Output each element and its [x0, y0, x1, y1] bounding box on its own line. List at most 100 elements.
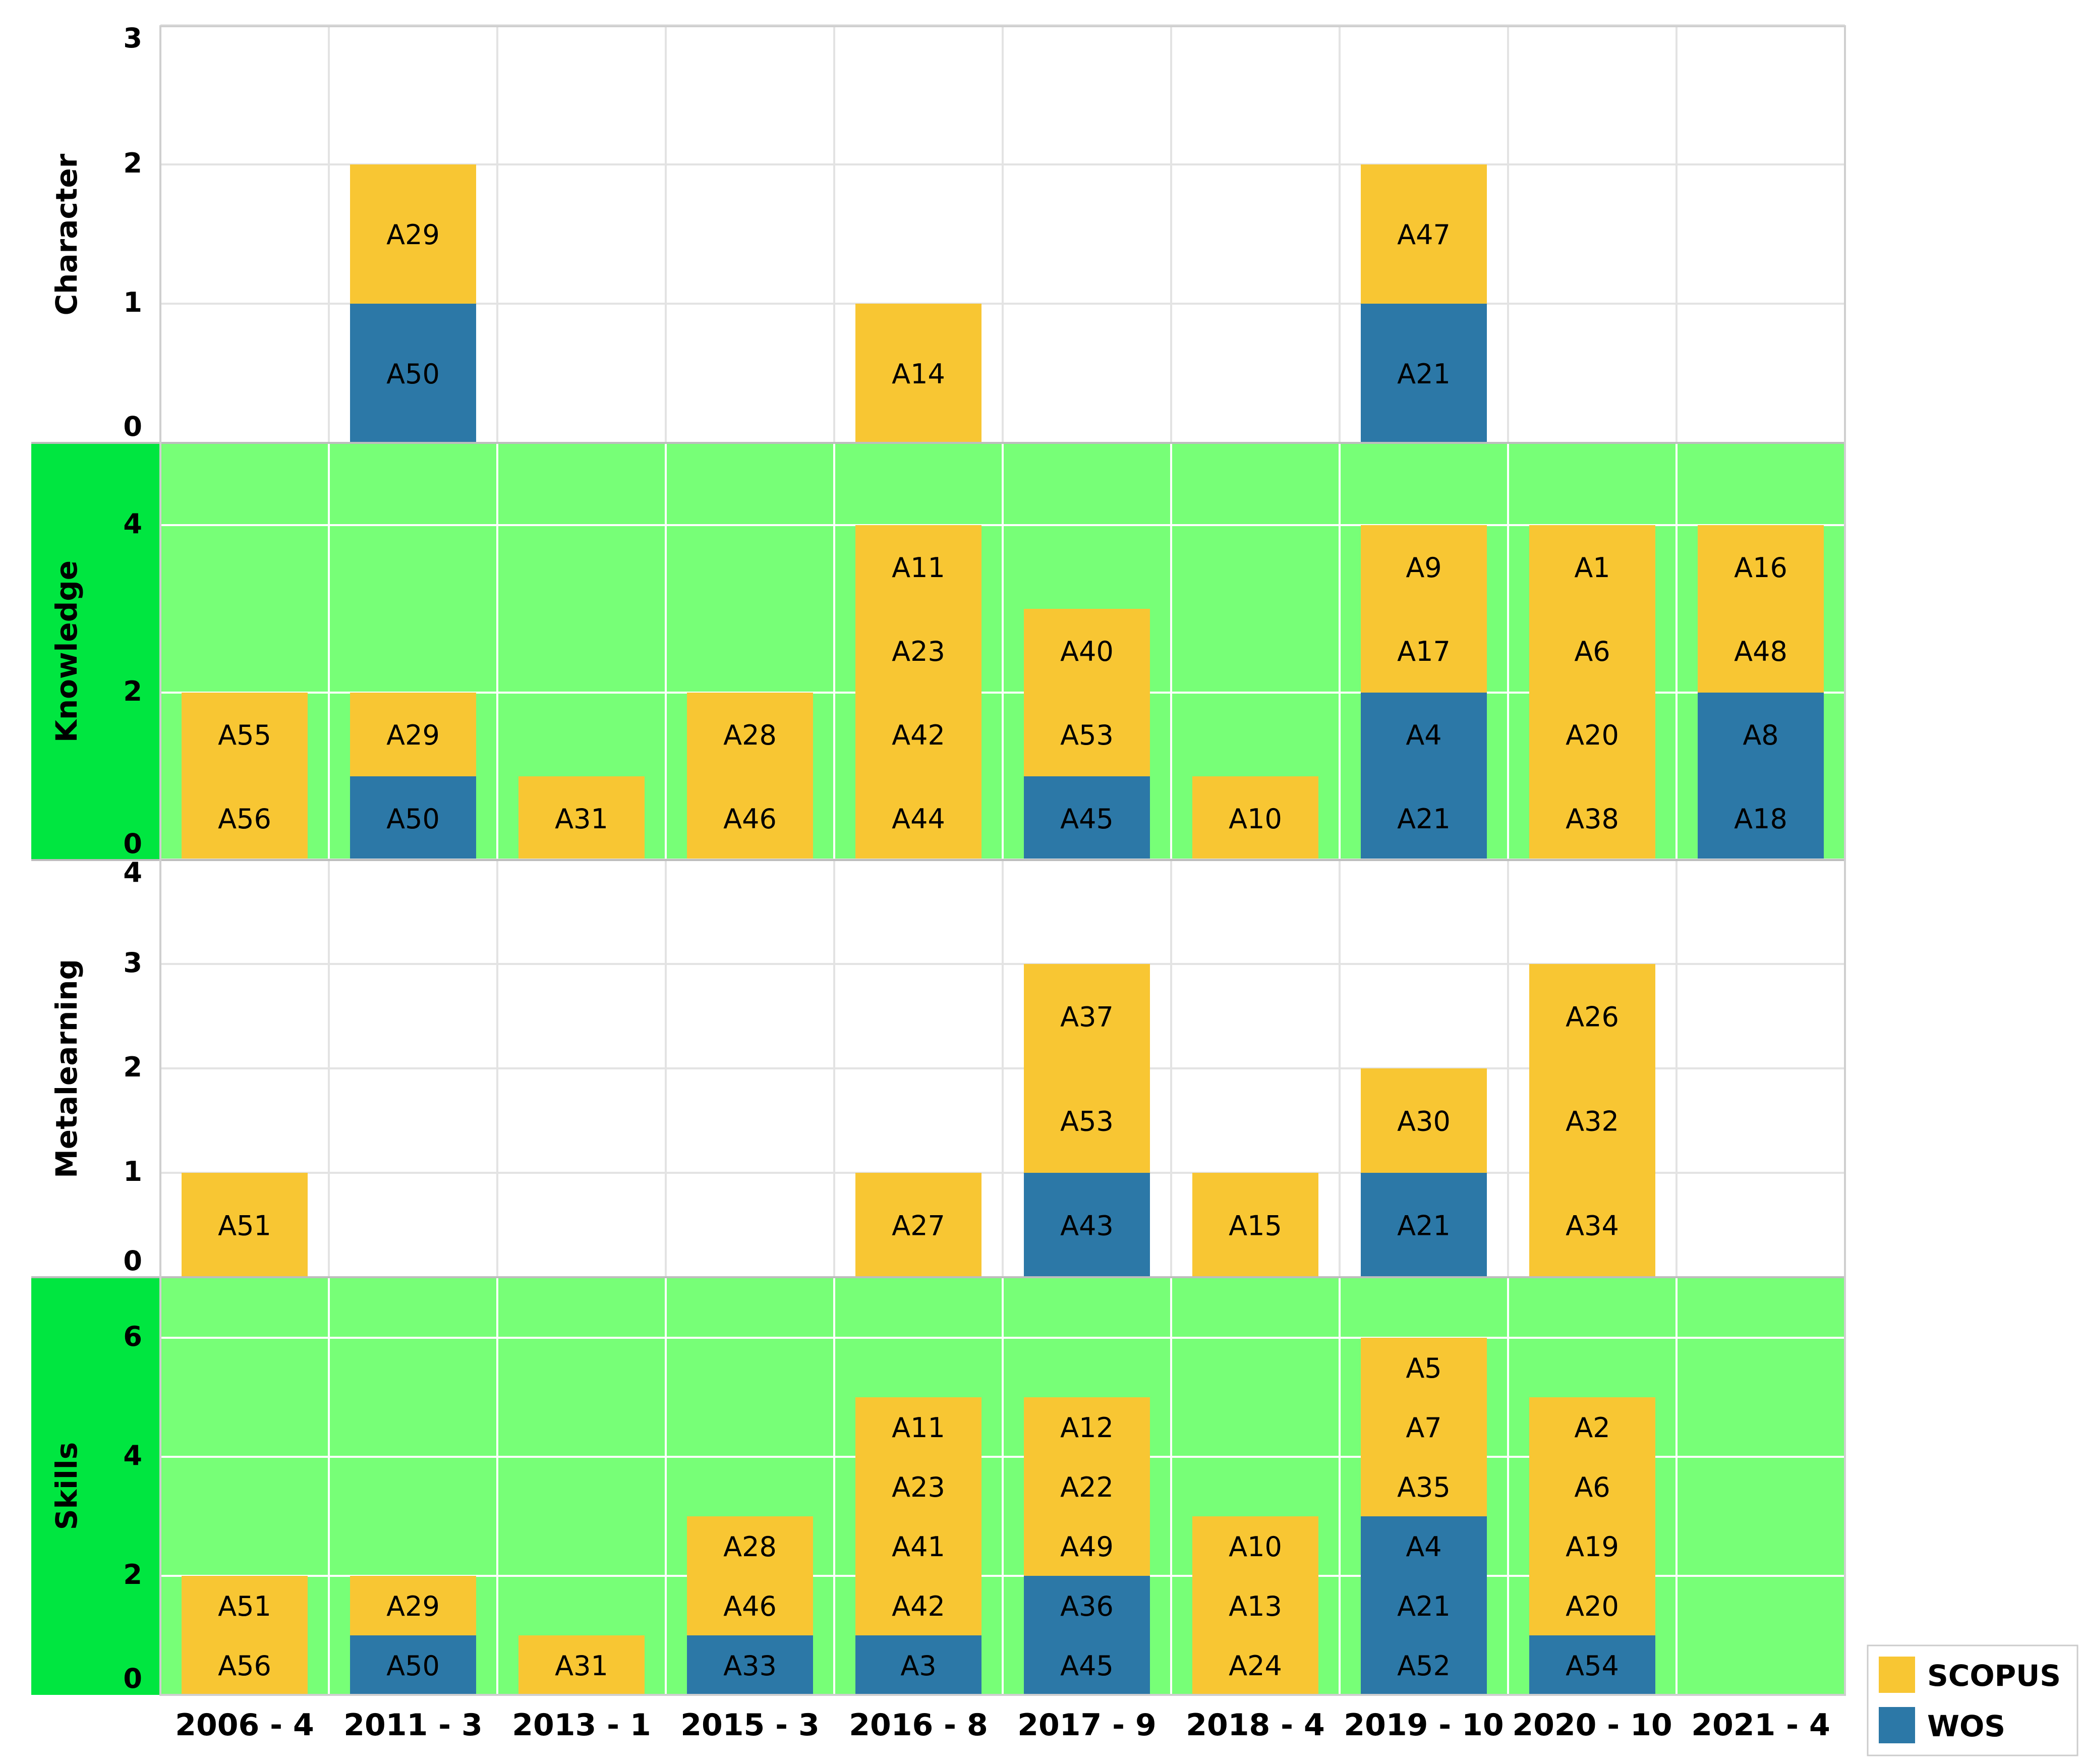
- bar-data-label: A21: [1397, 1210, 1451, 1242]
- bar-segment-scopus: [1192, 1516, 1318, 1695]
- bar-data-label: A43: [1060, 1210, 1114, 1242]
- y-tick-label: 3: [123, 947, 142, 979]
- bar-data-label: A29: [386, 719, 440, 751]
- legend-label-scopus: SCOPUS: [1927, 1659, 2061, 1693]
- y-tick-label: 4: [123, 1440, 142, 1471]
- y-tick-label: 1: [123, 287, 142, 318]
- x-tick-label: 2015 - 3: [680, 1708, 819, 1743]
- x-tick-label: 2013 - 1: [512, 1708, 651, 1743]
- bar-data-label: A46: [723, 803, 777, 835]
- bar-data-label: A23: [892, 1471, 945, 1503]
- panel-label-skills: Skills: [49, 1442, 84, 1530]
- x-tick-label: 2020 - 10: [1512, 1708, 1672, 1743]
- bar-data-label: A44: [892, 803, 945, 835]
- bar-data-label: A31: [555, 803, 608, 835]
- bar-data-label: A35: [1397, 1471, 1451, 1503]
- panel-label-background: [31, 1277, 160, 1695]
- bar-data-label: A26: [1566, 1001, 1619, 1033]
- bar-segment-scopus: [1529, 1397, 1655, 1635]
- bar-data-label: A27: [892, 1210, 945, 1242]
- bar-segment-scopus: [855, 1397, 981, 1635]
- bar-data-label: A38: [1566, 803, 1619, 835]
- bar-data-label: A8: [1743, 719, 1778, 751]
- bar-segment-wos: [1698, 693, 1824, 860]
- bar-data-label: A4: [1406, 719, 1441, 751]
- bar-segment-wos: [350, 776, 476, 860]
- plot-frame: [159, 25, 1846, 1696]
- bar-segment-wos: [1024, 1576, 1150, 1695]
- bar-segment-wos: [350, 1635, 476, 1695]
- x-tick-label: 2016 - 8: [849, 1708, 988, 1743]
- bar-segment-scopus: [1529, 525, 1655, 860]
- y-tick-label: 2: [123, 1051, 142, 1083]
- bar-segment-scopus: [350, 1576, 476, 1635]
- panel-label-background: [31, 26, 160, 443]
- bar-data-label: A17: [1397, 636, 1451, 667]
- bar-segment-scopus: [518, 776, 645, 860]
- bar-data-label: A29: [386, 219, 440, 251]
- bar-data-label: A40: [1060, 636, 1114, 667]
- bar-data-label: A22: [1060, 1471, 1114, 1503]
- bar-segment-scopus: [1361, 164, 1487, 304]
- bar-segment-wos: [1024, 1173, 1150, 1277]
- bar-segment-scopus: [182, 1173, 308, 1277]
- y-tick-label: 6: [123, 1321, 142, 1352]
- y-tick-label: 2: [123, 147, 142, 179]
- bar-data-label: A51: [218, 1590, 271, 1622]
- bar-data-label: A3: [900, 1650, 936, 1682]
- bar-segment-scopus: [687, 693, 813, 860]
- bar-segment-wos: [687, 1635, 813, 1695]
- bar-data-label: A42: [892, 1590, 945, 1622]
- bar-segment-scopus: [1192, 776, 1318, 860]
- bar-segment-wos: [1361, 1516, 1487, 1695]
- bar-data-label: A20: [1566, 1590, 1619, 1622]
- bar-segment-scopus: [182, 1576, 308, 1695]
- x-tick-label: 2006 - 4: [175, 1708, 314, 1743]
- bar-segment-scopus: [1361, 525, 1487, 693]
- bar-data-label: A54: [1566, 1650, 1619, 1682]
- bar-segment-scopus: [855, 304, 981, 443]
- bar-data-label: A37: [1060, 1001, 1114, 1033]
- bar-segment-scopus: [855, 525, 981, 860]
- bar-data-label: A53: [1060, 1106, 1114, 1137]
- x-tick-label: 2017 - 9: [1017, 1708, 1156, 1743]
- y-tick-label: 0: [123, 1245, 142, 1277]
- bar-data-label: A34: [1566, 1210, 1619, 1242]
- bar-data-label: A10: [1229, 1531, 1282, 1563]
- y-tick-label: 0: [123, 1663, 142, 1694]
- bar-segment-scopus: [687, 1516, 813, 1635]
- legend-swatch-scopus: [1879, 1657, 1915, 1693]
- y-tick-label: 1: [123, 1156, 142, 1187]
- bar-segment-scopus: [1192, 1173, 1318, 1277]
- bar-data-label: A33: [723, 1650, 777, 1682]
- y-tick-label: 3: [123, 22, 142, 54]
- y-tick-label: 0: [123, 828, 142, 860]
- bar-segment-scopus: [1024, 964, 1150, 1173]
- bar-segment-scopus: [1361, 1068, 1487, 1173]
- bar-data-label: A6: [1574, 1471, 1610, 1503]
- bar-segment-wos: [1529, 1635, 1655, 1695]
- bar-segment-scopus: [1024, 609, 1150, 776]
- bar-data-label: A10: [1229, 803, 1282, 835]
- y-tick-label: 4: [123, 508, 142, 540]
- bar-data-label: A18: [1734, 803, 1787, 835]
- bar-data-label: A23: [892, 636, 945, 667]
- bar-segment-wos: [855, 1635, 981, 1695]
- bar-data-label: A19: [1566, 1531, 1619, 1563]
- bar-data-label: A50: [386, 358, 440, 390]
- y-tick-label: 4: [123, 857, 142, 888]
- bar-data-label: A2: [1574, 1412, 1610, 1444]
- panel-label-knowledge: Knowledge: [49, 560, 84, 743]
- bar-segment-scopus: [182, 693, 308, 860]
- bar-data-label: A21: [1397, 803, 1451, 835]
- panel-label-character: Character: [49, 153, 84, 315]
- bar-data-label: A36: [1060, 1590, 1114, 1622]
- bar-data-label: A31: [555, 1650, 608, 1682]
- bar-segment-scopus: [1698, 525, 1824, 693]
- bar-segment-wos: [1361, 304, 1487, 443]
- bar-data-label: A55: [218, 719, 271, 751]
- bar-segment-wos: [1024, 776, 1150, 860]
- legend-swatch-wos: [1879, 1707, 1915, 1743]
- bar-data-label: A56: [218, 803, 271, 835]
